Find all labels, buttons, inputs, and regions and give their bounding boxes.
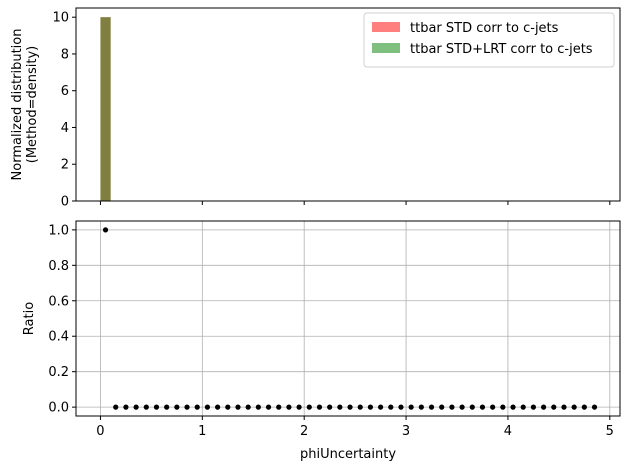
ratio-point-22 (327, 404, 333, 410)
ratio-point-30 (408, 404, 414, 410)
ratio-point-9 (194, 404, 200, 410)
ratio-point-2 (123, 404, 129, 410)
ratio-point-46 (571, 404, 577, 410)
legend-swatch-1 (372, 43, 400, 53)
top-ytick-label-2: 4 (61, 121, 69, 136)
top-axes-frame (75, 7, 621, 202)
legend: ttbar STD corr to c-jets ttbar STD+LRT co… (363, 12, 615, 68)
bottom-xtick-label-5: 5 (606, 424, 614, 439)
bottom-xtick-label-0: 0 (96, 424, 104, 439)
legend-frame (363, 12, 615, 68)
top-ytick-label-4: 8 (61, 47, 69, 62)
ratio-point-6 (164, 404, 170, 410)
bottom-panel: 0.0 0.2 0.4 0.6 0.8 1.0 0 1 2 3 4 5 phiUncertainty Ra… (22, 220, 621, 462)
ratio-point-48 (591, 404, 598, 410)
ratio-point-35 (459, 404, 465, 410)
ratio-point-3 (133, 404, 139, 410)
ratio-point-15 (255, 404, 261, 410)
bottom-xtick-label-1: 1 (198, 424, 206, 439)
ratio-point-41 (520, 404, 526, 410)
bottom-xlabel: phiUncertainty (300, 447, 396, 462)
ratio-point-18 (286, 404, 292, 410)
ratio-point-47 (581, 404, 587, 410)
top-panel: 0 2 4 6 8 10 Normalized distribution(Method=de… (10, 7, 621, 210)
ratio-point-33 (439, 404, 445, 410)
ratio-point-4 (143, 404, 149, 410)
legend-label-0: ttbar STD corr to c-jets (410, 21, 559, 36)
top-ylabel-line-0: Normalized distribution (10, 29, 25, 181)
ratio-point-7 (174, 404, 180, 410)
bottom-ytick-label-3: 0.6 (48, 294, 69, 309)
ratio-point-45 (561, 404, 567, 410)
ratio-point-38 (490, 404, 496, 410)
ratio-point-26 (367, 404, 374, 410)
bottom-ytick-label-0: 0.0 (48, 401, 69, 416)
ratio-point-21 (316, 404, 323, 410)
top-ytick-label-5: 10 (52, 11, 69, 26)
bottom-xtick-label-3: 3 (402, 424, 410, 439)
ratio-point-20 (306, 404, 312, 410)
ratio-point-39 (500, 404, 506, 410)
ratio-point-42 (530, 404, 537, 410)
ratio-point-19 (296, 404, 302, 410)
bottom-ytick-label-4: 0.8 (48, 259, 69, 274)
top-ytick-label-3: 6 (61, 84, 69, 99)
ratio-point-27 (377, 404, 384, 410)
top-ylabel: Normalized distribution(Method=density) (10, 29, 40, 181)
legend-label-1: ttbar STD+LRT corr to c-jets (410, 42, 593, 57)
ratio-point-29 (398, 404, 404, 410)
ratio-point-28 (388, 404, 394, 410)
ratio-point-23 (337, 404, 343, 410)
ratio-point-32 (428, 404, 435, 410)
ratio-point-5 (153, 404, 160, 410)
ratio-point-44 (551, 404, 557, 410)
ratio-point-13 (235, 404, 241, 410)
ratio-point-16 (265, 404, 272, 410)
ratio-point-43 (540, 404, 547, 410)
bottom-ytick-label-2: 0.4 (48, 330, 69, 345)
bottom-xtick-label-4: 4 (504, 424, 512, 439)
top-ytick-label-0: 0 (61, 195, 69, 210)
ratio-point-31 (418, 404, 424, 410)
ratio-point-14 (245, 404, 251, 410)
legend-swatch-0 (372, 22, 400, 32)
ratio-point-0 (102, 227, 109, 233)
ratio-point-40 (510, 404, 516, 410)
top-ytick-label-1: 2 (61, 158, 69, 173)
ratio-point-34 (449, 404, 455, 410)
bottom-ylabel: Ratio (22, 302, 37, 335)
ratio-point-12 (225, 404, 231, 410)
bottom-ytick-label-1: 0.2 (48, 365, 69, 380)
ratio-point-36 (469, 404, 475, 410)
ratio-point-11 (215, 404, 221, 410)
ratio-point-10 (204, 404, 211, 410)
ratio-point-25 (357, 404, 363, 410)
bottom-axes-frame (75, 220, 621, 417)
ratio-point-8 (184, 404, 190, 410)
bar-1-0 (100, 17, 111, 201)
ratio-point-37 (479, 404, 486, 410)
ratio-point-17 (276, 404, 282, 410)
top-ylabel-line-1: (Method=density) (25, 46, 40, 163)
ratio-point-1 (113, 404, 119, 410)
bottom-xtick-label-2: 2 (300, 424, 308, 439)
bottom-ytick-label-5: 1.0 (48, 223, 69, 238)
ratio-point-24 (347, 404, 353, 410)
